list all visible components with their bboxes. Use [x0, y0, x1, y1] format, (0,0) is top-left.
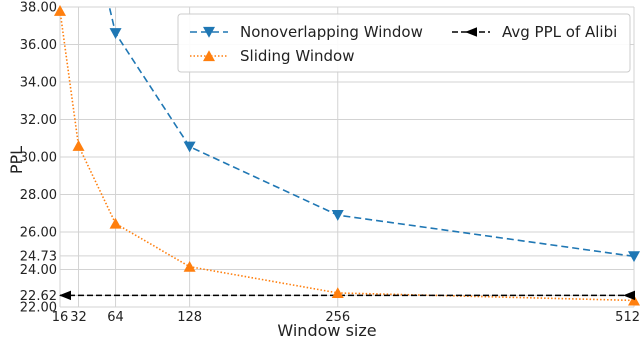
series-marker	[623, 290, 635, 301]
marker-layer	[54, 5, 640, 306]
series-layer	[60, 7, 634, 302]
x-tick-label: 32	[70, 310, 87, 325]
x-tick-label: 512	[615, 310, 640, 325]
series-line-1	[60, 10, 634, 302]
y-tick-label: 22.00	[20, 301, 57, 316]
series-line-0	[108, 7, 634, 258]
legend: Nonoverlapping Window Sliding Window Avg P…	[177, 13, 631, 73]
series-marker	[109, 217, 122, 229]
x-axis-ticks: 16 32 64 128 256 512	[52, 310, 640, 325]
series-marker	[331, 210, 344, 221]
y-tick-label: 32.00	[20, 113, 57, 128]
series-marker	[183, 260, 196, 272]
y-tick-label: 34.00	[20, 76, 57, 91]
y-tick-label: 36.00	[20, 38, 57, 53]
y-tick-label: 24.73	[20, 249, 57, 264]
series-marker	[331, 287, 344, 299]
x-tick-label: 128	[177, 310, 202, 325]
legend-frame	[177, 13, 631, 73]
y-tick-label: 30.00	[20, 151, 57, 166]
y-tick-label: 38.00	[20, 1, 57, 16]
y-axis-title: PPL	[7, 146, 26, 174]
x-tick-label: 256	[325, 310, 350, 325]
x-axis-title: Window size	[277, 321, 376, 340]
legend-label: Sliding Window	[240, 47, 355, 65]
series-marker	[183, 141, 196, 153]
series-marker	[628, 294, 640, 306]
x-tick-label: 16	[52, 310, 69, 325]
y-tick-label: 28.00	[20, 188, 57, 203]
legend-marker	[465, 27, 477, 37]
series-marker	[628, 251, 640, 263]
legend-marker	[203, 26, 215, 38]
legend-label: Avg PPL of Alibi	[502, 23, 617, 41]
series-marker	[59, 290, 71, 301]
legend-label: Nonoverlapping Window	[240, 23, 423, 41]
y-tick-label: 24.00	[20, 263, 57, 278]
y-tick-label: 22.62	[20, 289, 57, 304]
x-tick-label: 64	[107, 310, 124, 325]
series-marker	[109, 28, 122, 39]
series-marker	[54, 5, 66, 16]
y-tick-label: 26.00	[20, 226, 57, 241]
series-marker	[72, 140, 85, 151]
legend-marker	[203, 50, 215, 62]
